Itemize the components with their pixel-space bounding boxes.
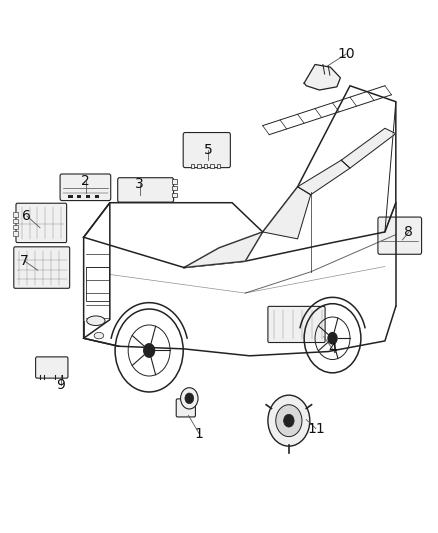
Bar [191, 164, 194, 168]
FancyBboxPatch shape [14, 247, 70, 288]
Bar [13, 231, 18, 236]
Text: 2: 2 [81, 174, 90, 189]
Text: 9: 9 [57, 377, 65, 392]
FancyBboxPatch shape [183, 133, 230, 167]
Bar [86, 195, 90, 198]
FancyBboxPatch shape [16, 203, 67, 243]
Text: 6: 6 [22, 209, 32, 223]
Bar [197, 164, 201, 168]
Circle shape [143, 343, 155, 358]
Ellipse shape [87, 316, 105, 326]
FancyBboxPatch shape [118, 177, 173, 202]
FancyBboxPatch shape [378, 217, 422, 254]
Bar [172, 186, 177, 190]
Text: 1: 1 [195, 427, 204, 441]
Bar [86, 266, 109, 301]
Ellipse shape [94, 333, 104, 339]
Circle shape [276, 405, 302, 437]
Text: 10: 10 [338, 47, 355, 61]
Polygon shape [263, 187, 311, 239]
Circle shape [284, 414, 294, 427]
Text: 7: 7 [20, 254, 29, 268]
Circle shape [268, 395, 310, 446]
Bar [95, 195, 99, 198]
Bar [77, 195, 81, 198]
Bar [68, 195, 73, 198]
Text: 8: 8 [404, 225, 413, 239]
Bar [172, 193, 177, 197]
Polygon shape [341, 128, 396, 168]
Text: 5: 5 [204, 142, 212, 157]
Bar [210, 164, 214, 168]
Bar [204, 164, 207, 168]
Text: 3: 3 [135, 177, 144, 191]
FancyBboxPatch shape [60, 174, 111, 200]
Bar [172, 179, 177, 183]
Bar [217, 164, 220, 168]
Polygon shape [297, 160, 350, 195]
FancyBboxPatch shape [176, 399, 195, 417]
Bar [13, 225, 18, 229]
Bar [13, 212, 18, 216]
Text: 4: 4 [328, 342, 337, 356]
FancyBboxPatch shape [268, 306, 325, 343]
Circle shape [185, 393, 194, 403]
Polygon shape [184, 232, 263, 268]
Circle shape [180, 387, 198, 409]
FancyBboxPatch shape [35, 357, 68, 378]
Polygon shape [304, 64, 340, 90]
Bar [13, 219, 18, 223]
Circle shape [327, 332, 338, 345]
Text: 11: 11 [307, 422, 325, 435]
